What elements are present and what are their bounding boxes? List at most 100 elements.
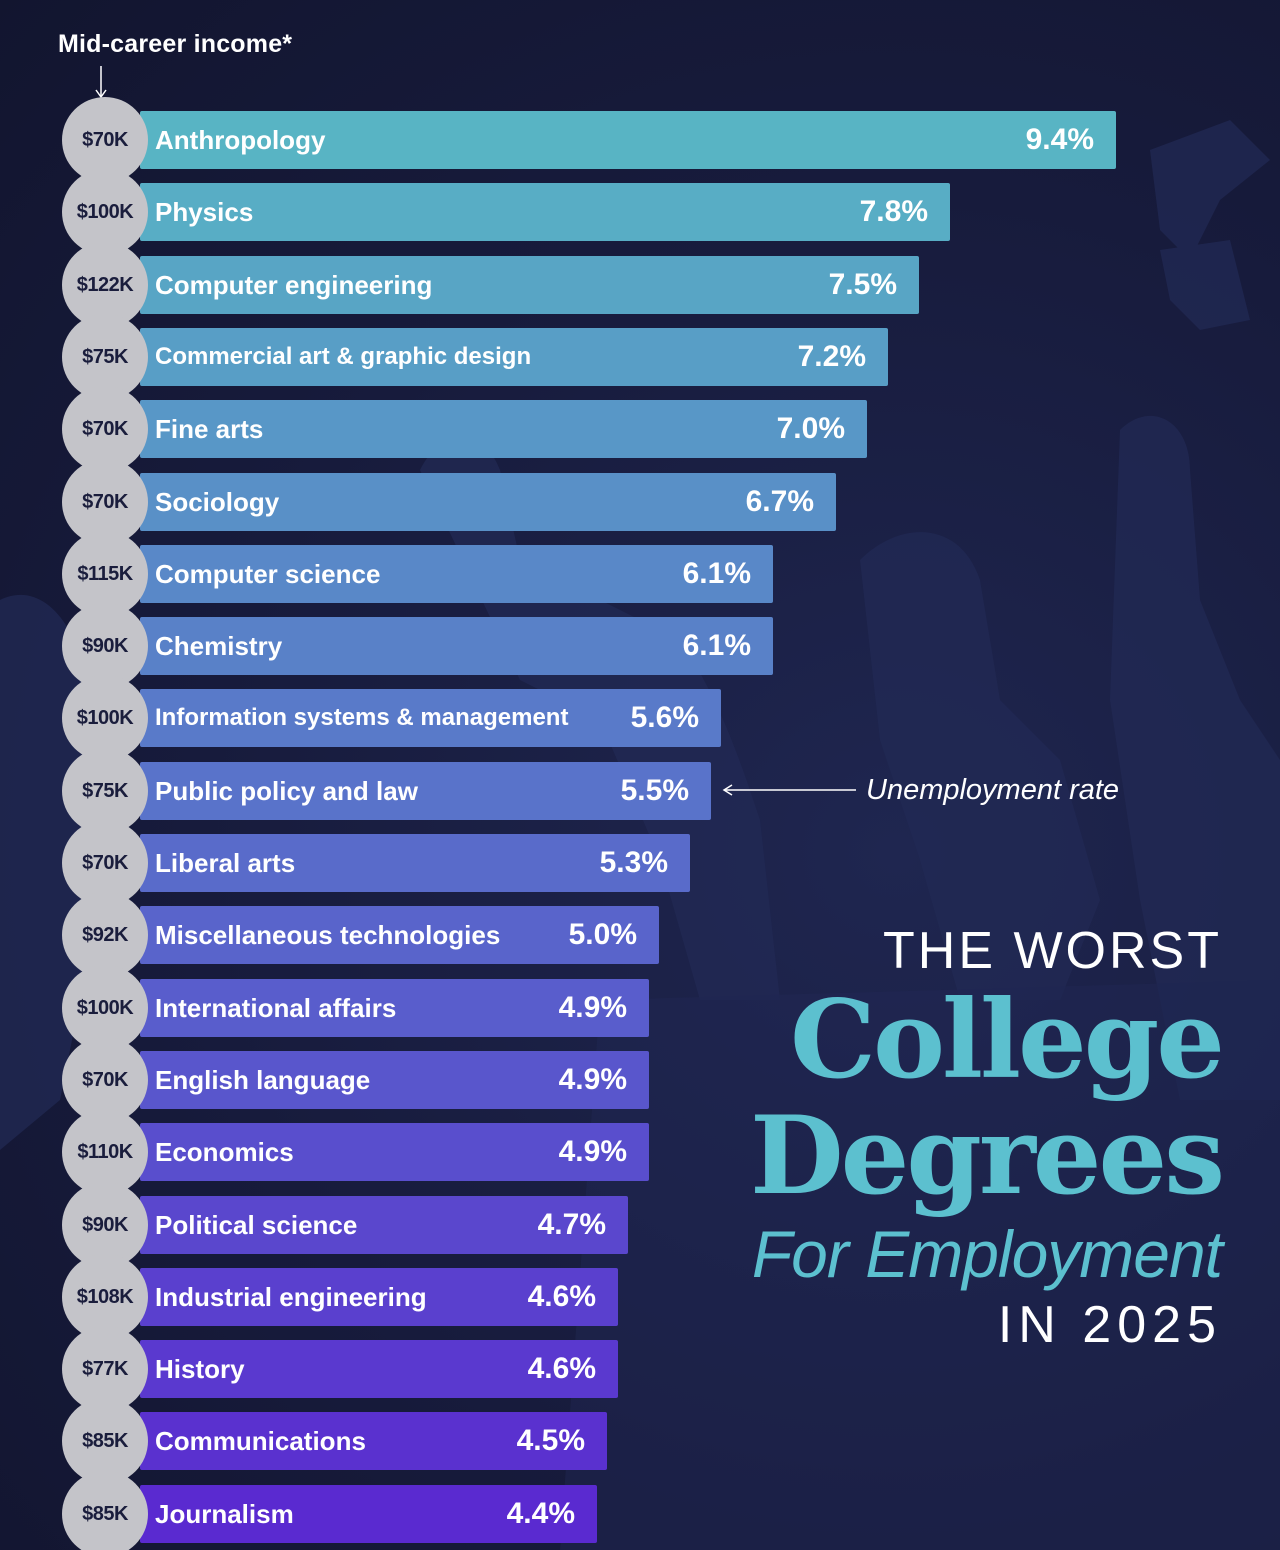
bar-category-label: Computer engineering	[155, 270, 433, 300]
bar-row: Public policy and law 5.5% $75K	[0, 748, 1280, 834]
bar-value-label: 6.1%	[682, 557, 751, 590]
income-badge: $90K	[62, 603, 148, 689]
bar-category-label: Sociology	[155, 487, 280, 517]
bar	[140, 1412, 607, 1470]
bar-row: International affairs 4.9% $100K	[0, 965, 1280, 1051]
bar-row: History 4.6% $77K	[0, 1326, 1280, 1412]
bar-row: Economics 4.9% $110K	[0, 1109, 1280, 1195]
bar-value-label: 5.0%	[568, 918, 637, 951]
bar-category-label: History	[155, 1354, 245, 1384]
bar-value-label: 4.6%	[527, 1280, 596, 1313]
bar	[140, 689, 721, 747]
bar	[140, 1340, 618, 1398]
bar-value-label: 4.9%	[558, 1063, 627, 1096]
title-line-college: College	[790, 977, 1225, 1103]
title-line-for-employment: For Employment	[751, 1217, 1223, 1291]
bar-category-label: Journalism	[155, 1499, 294, 1529]
bar-row: English language 4.9% $70K	[0, 1037, 1280, 1123]
bar-category-label: Fine arts	[155, 414, 264, 444]
bar	[140, 111, 1116, 169]
bar	[140, 545, 773, 603]
income-column-header: Mid-career income*	[58, 30, 293, 58]
bar-value-label: 4.9%	[558, 991, 627, 1024]
bar-row: Anthropology 9.4% $70K	[0, 97, 1280, 183]
bar-value-label: 4.5%	[516, 1424, 585, 1457]
bar	[140, 1268, 618, 1326]
income-badge: $75K	[62, 748, 148, 834]
bar-category-label: Public policy and law	[155, 776, 418, 806]
bar-row: Information systems & management 5.6% $100…	[0, 675, 1280, 761]
bar	[140, 183, 950, 241]
bar-category-label: Communications	[155, 1426, 366, 1456]
bar-category-label: Industrial engineering	[155, 1282, 427, 1312]
bar	[140, 1123, 649, 1181]
bar-row: Sociology 6.7% $70K	[0, 459, 1280, 545]
income-badge: $100K	[62, 965, 148, 1051]
bar-row: Miscellaneous technologies 5.0% $92K	[0, 892, 1280, 978]
bar-value-label: 9.4%	[1025, 123, 1094, 156]
income-badge: $115K	[62, 531, 148, 617]
income-badge: $77K	[62, 1326, 148, 1412]
bar-value-label: 7.8%	[859, 195, 928, 228]
bar-row: Commercial art & graphic design 7.2% $75K	[0, 314, 1280, 400]
bar	[140, 1485, 597, 1543]
bar-row: Computer engineering 7.5% $122K	[0, 242, 1280, 328]
bar-row: Liberal arts 5.3% $70K	[0, 820, 1280, 906]
bar-value-label: 7.0%	[776, 412, 845, 445]
bar-row: Political science 4.7% $90K	[0, 1182, 1280, 1268]
bar-category-label: International affairs	[155, 993, 397, 1023]
bar-value-label: 7.2%	[797, 340, 866, 373]
title-line-year: IN 2025	[997, 1296, 1222, 1354]
income-badge: $92K	[62, 892, 148, 978]
income-badge: $122K	[62, 242, 148, 328]
bar-category-label: Information systems & management	[155, 704, 569, 731]
bar-row: Communications 4.5% $85K	[0, 1398, 1280, 1484]
bar-value-label: 4.6%	[527, 1352, 596, 1385]
bar-category-label: Chemistry	[155, 631, 283, 661]
bar	[140, 906, 659, 964]
bar	[140, 979, 649, 1037]
title-block: THE WORST College Degrees For Employment…	[662, 920, 1225, 1356]
bar-category-label: Economics	[155, 1137, 294, 1167]
bar-category-label: Physics	[155, 197, 254, 227]
title-line-degrees: Degrees	[749, 1093, 1225, 1219]
unemployment-rate-label: Unemployment rate	[866, 774, 1120, 806]
bar	[140, 400, 867, 458]
left-arrow-icon	[722, 784, 856, 796]
bar-category-label: Miscellaneous technologies	[155, 920, 501, 950]
bar-row: Journalism 4.4% $85K	[0, 1471, 1280, 1550]
bar-row: Fine arts 7.0% $70K	[0, 386, 1280, 472]
bar-value-label: 6.7%	[745, 485, 814, 518]
bar-row: Computer science 6.1% $115K	[0, 531, 1280, 617]
bar	[140, 617, 773, 675]
bar	[140, 473, 836, 531]
bar-category-label: Liberal arts	[155, 848, 296, 878]
bar-category-label: Computer science	[155, 559, 381, 589]
title-line-the-worst: THE WORST	[883, 922, 1222, 980]
bar-value-label: 4.7%	[537, 1208, 606, 1241]
bar-category-label: Commercial art & graphic design	[155, 343, 532, 370]
bar	[140, 834, 690, 892]
bar	[140, 328, 888, 386]
bar	[140, 1196, 628, 1254]
bar	[140, 256, 919, 314]
bar	[140, 1051, 649, 1109]
bar-value-label: 5.3%	[599, 846, 668, 879]
income-badge: $75K	[62, 314, 148, 400]
bar-category-label: Anthropology	[155, 125, 326, 155]
income-badge: $70K	[62, 97, 148, 183]
bar-value-label: 4.9%	[558, 1135, 627, 1168]
income-badge: $85K	[62, 1471, 148, 1550]
income-badge: $100K	[62, 675, 148, 761]
bar-category-label: Political science	[155, 1210, 358, 1240]
income-badge: $70K	[62, 386, 148, 472]
income-badge: $70K	[62, 820, 148, 906]
income-badge: $108K	[62, 1254, 148, 1340]
bar-value-label: 4.4%	[506, 1497, 575, 1530]
income-badge: $110K	[62, 1109, 148, 1195]
bar-row: Industrial engineering 4.6% $108K	[0, 1254, 1280, 1340]
bar	[140, 762, 711, 820]
